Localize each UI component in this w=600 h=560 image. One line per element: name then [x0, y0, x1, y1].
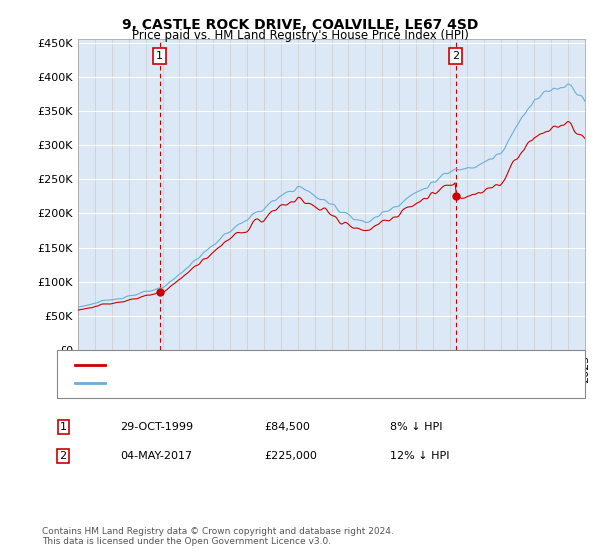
Text: 1: 1: [156, 52, 163, 61]
Text: Contains HM Land Registry data © Crown copyright and database right 2024.
This d: Contains HM Land Registry data © Crown c…: [42, 526, 394, 546]
Text: 12% ↓ HPI: 12% ↓ HPI: [390, 451, 449, 461]
Text: 2: 2: [59, 451, 67, 461]
Text: 04-MAY-2017: 04-MAY-2017: [120, 451, 192, 461]
Text: £225,000: £225,000: [264, 451, 317, 461]
Text: 9, CASTLE ROCK DRIVE, COALVILLE, LE67 4SD (detached house): 9, CASTLE ROCK DRIVE, COALVILLE, LE67 4S…: [111, 360, 445, 370]
Text: 9, CASTLE ROCK DRIVE, COALVILLE, LE67 4SD: 9, CASTLE ROCK DRIVE, COALVILLE, LE67 4S…: [122, 18, 478, 32]
Text: Price paid vs. HM Land Registry's House Price Index (HPI): Price paid vs. HM Land Registry's House …: [131, 29, 469, 42]
Text: 29-OCT-1999: 29-OCT-1999: [120, 422, 193, 432]
Text: 8% ↓ HPI: 8% ↓ HPI: [390, 422, 443, 432]
Text: HPI: Average price, detached house, North West Leicestershire: HPI: Average price, detached house, Nort…: [111, 378, 439, 388]
Text: 1: 1: [59, 422, 67, 432]
Text: £84,500: £84,500: [264, 422, 310, 432]
Text: 2: 2: [452, 52, 459, 61]
